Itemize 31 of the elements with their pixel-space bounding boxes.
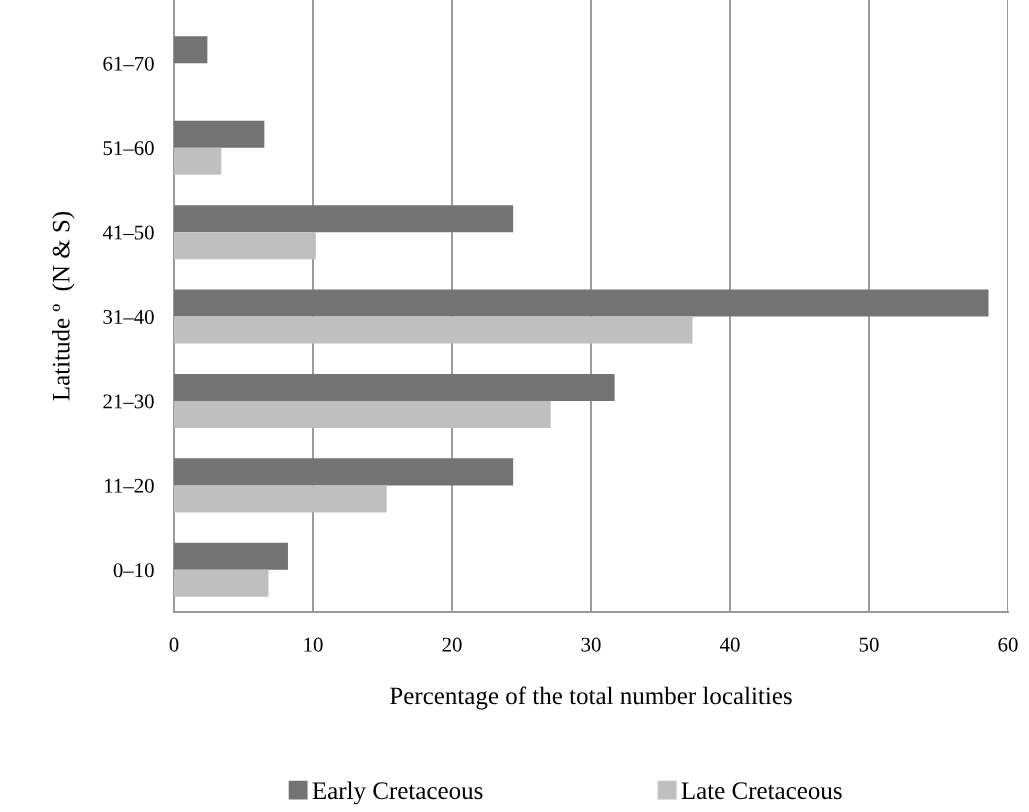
y-tick-label: 11–20	[105, 478, 154, 493]
bar	[174, 120, 265, 148]
bar	[174, 400, 551, 428]
x-tick-label: 60	[998, 637, 1018, 652]
x-tick-label: 30	[581, 637, 601, 652]
y-tick-label: 31–40	[103, 309, 154, 324]
bar	[174, 147, 222, 175]
bar	[174, 458, 514, 486]
x-tick-label: 0	[169, 637, 179, 652]
bar	[174, 569, 269, 597]
bar	[174, 542, 288, 570]
legend-label: Early Cretaceous	[312, 781, 483, 805]
bar	[174, 289, 989, 317]
y-tick-label: 0–10	[113, 563, 154, 578]
legend-label: Late Cretaceous	[681, 782, 842, 800]
y-tick-label: 41–50	[102, 225, 154, 240]
y-axis-title: Latitude º (N & S)	[52, 211, 75, 401]
x-tick-label: 50	[859, 637, 879, 652]
bar	[174, 316, 693, 344]
x-tick-label: 20	[442, 637, 462, 652]
bar	[174, 485, 387, 513]
bar	[174, 373, 615, 401]
y-tick-label: 21–30	[103, 394, 154, 409]
bar	[174, 232, 316, 260]
x-axis-title: Percentage of the total number localities	[390, 686, 792, 710]
bar	[174, 36, 208, 64]
y-tick-label: 51–60	[103, 141, 154, 156]
x-tick-label: 10	[304, 637, 323, 652]
y-tick-label: 61–70	[103, 56, 154, 71]
bar	[174, 205, 514, 233]
x-tick-label: 40	[719, 637, 740, 652]
